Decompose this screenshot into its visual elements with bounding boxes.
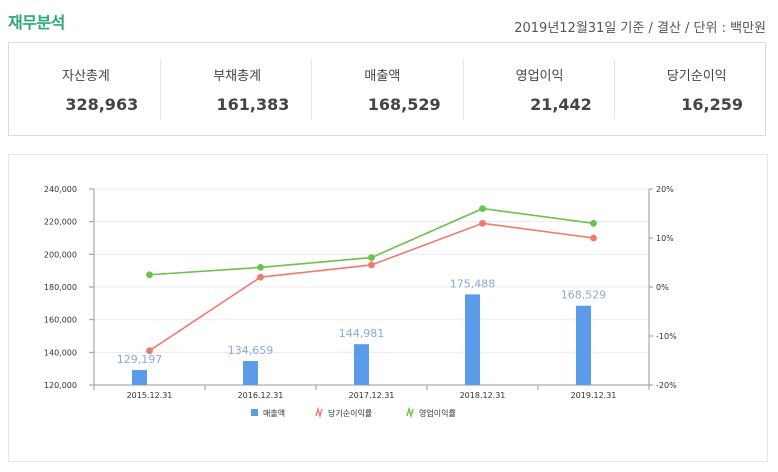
legend-label: 매출액 — [263, 408, 285, 418]
legend-label: 영업이익률 — [419, 408, 456, 418]
section-title: 재무분석 — [8, 13, 65, 32]
metric-net-income: 당기순이익 16,259 — [613, 43, 765, 135]
metric-value: 21,442 — [530, 95, 592, 114]
x-tick-label: 2018.12.31 — [460, 391, 506, 400]
metric-total-liabilities: 부채총계 161,383 — [160, 43, 311, 135]
y-tick-label-left: 120,000 — [44, 381, 77, 390]
metric-label: 자산총계 — [62, 69, 110, 84]
metric-value: 328,963 — [65, 95, 139, 114]
bar-data-label: 144,981 — [339, 327, 385, 340]
point-operating-margin — [368, 254, 375, 261]
metric-operating-income: 영업이익 21,442 — [462, 43, 614, 135]
metric-label: 매출액 — [364, 69, 401, 84]
y-tick-label-left: 140,000 — [44, 348, 77, 357]
metric-label: 영업이익 — [515, 69, 564, 84]
point-net-margin — [368, 261, 375, 269]
legend-label: 당기순이익률 — [328, 408, 372, 418]
y-tick-label-right: 0% — [656, 283, 669, 292]
metric-label: 부채총계 — [213, 69, 262, 84]
basis-note: 2019년12월31일 기준 / 결산 / 단위 : 백만원 — [514, 21, 766, 36]
x-tick-label: 2019.12.31 — [571, 391, 617, 400]
point-net-margin — [257, 273, 264, 281]
point-net-margin — [479, 219, 486, 227]
y-tick-label-left: 180,000 — [44, 283, 77, 292]
x-tick-label: 2015.12.31 — [127, 391, 173, 400]
point-net-margin — [590, 234, 597, 242]
bar-revenue — [465, 294, 480, 385]
metric-value: 168,529 — [367, 95, 441, 114]
metric-revenue: 매출액 168,529 — [311, 43, 462, 135]
bar-data-label: 168,529 — [561, 289, 607, 302]
y-tick-label-right: -20% — [656, 381, 677, 390]
metric-value: 16,259 — [681, 95, 744, 114]
x-tick-label: 2017.12.31 — [349, 391, 395, 400]
bar-revenue — [576, 305, 591, 385]
x-tick-label: 2016.12.31 — [238, 391, 284, 400]
bar-data-label: 134,659 — [228, 344, 274, 357]
metric-total-assets: 자산총계 328,963 — [9, 43, 160, 135]
bar-data-label: 129,197 — [117, 353, 163, 366]
point-operating-margin — [146, 271, 153, 279]
point-operating-margin — [590, 219, 597, 227]
y-tick-label-right: 10% — [656, 234, 674, 243]
bar-revenue — [354, 344, 369, 385]
y-tick-label-right: 20% — [656, 185, 674, 194]
financial-chart: 120,000 140,000 160,000 180,000 200,000 220,0… — [44, 185, 677, 419]
bar-data-label: 175,488 — [450, 277, 496, 290]
y-tick-label-right: -10% — [656, 332, 677, 341]
point-net-margin — [146, 347, 153, 355]
metric-label: 당기순이익 — [666, 69, 727, 84]
y-tick-label-left: 200,000 — [44, 250, 77, 259]
summary-panel: 자산총계 328,963 부채총계 161,383 매출액 168,529 영업… — [8, 42, 766, 136]
y-tick-label-left: 240,000 — [44, 185, 77, 194]
legend-marker-revenue — [251, 409, 258, 416]
chart-panel: 120,000 140,000 160,000 180,000 200,000 220,0… — [8, 154, 768, 462]
metric-value: 161,383 — [216, 95, 290, 114]
point-operating-margin — [479, 205, 486, 212]
point-operating-margin — [257, 264, 264, 271]
y-tick-label-left: 160,000 — [44, 316, 77, 325]
legend-marker-operating-margin — [406, 406, 414, 419]
legend-marker-net-margin — [315, 406, 323, 419]
bar-revenue — [243, 361, 258, 385]
y-tick-label-left: 220,000 — [44, 218, 77, 227]
bar-revenue — [132, 369, 147, 385]
